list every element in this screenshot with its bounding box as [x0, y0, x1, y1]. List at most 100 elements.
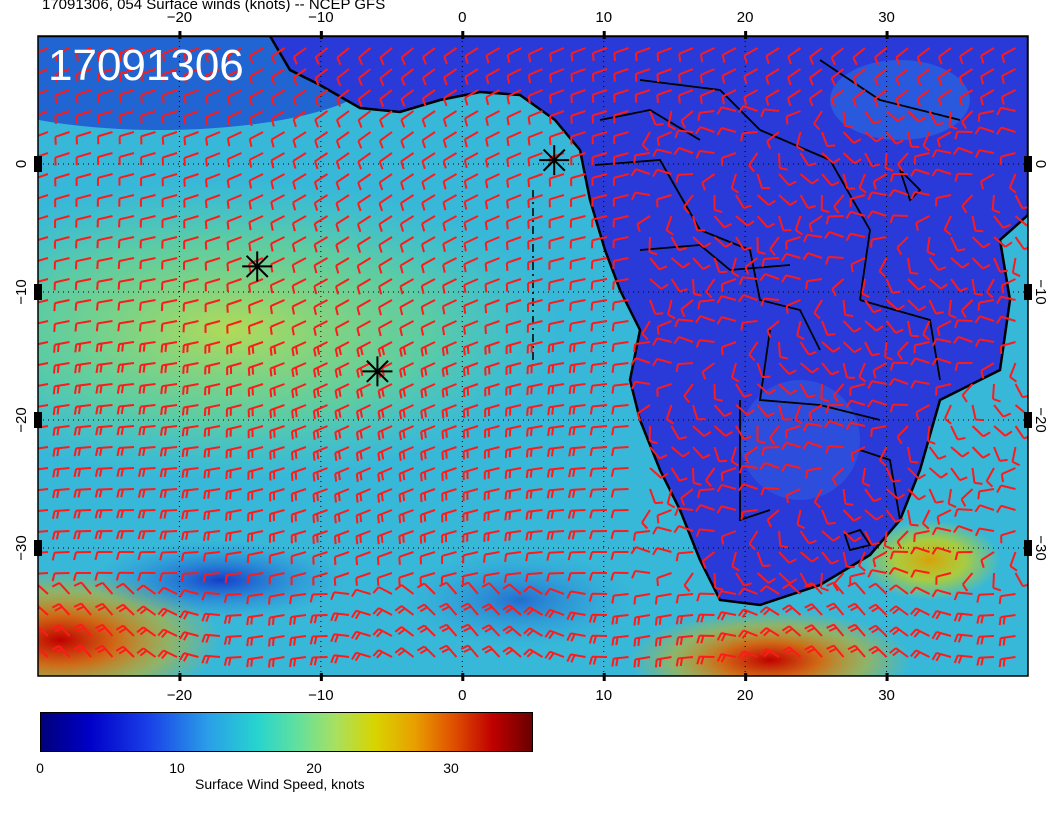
wind-barb	[203, 425, 221, 437]
wind-barb	[38, 278, 49, 283]
wind-barb	[977, 299, 995, 311]
wind-barb	[270, 236, 285, 252]
wind-barb	[713, 404, 733, 418]
wind-barb	[161, 110, 178, 124]
wind-barb	[136, 647, 157, 658]
wind-barb	[73, 644, 92, 658]
wind-barb	[96, 257, 113, 270]
wind-barb	[247, 488, 264, 501]
wind-barb	[527, 131, 543, 146]
wind-barb	[53, 320, 70, 332]
wind-barb	[652, 168, 672, 178]
wind-barb	[948, 110, 958, 130]
wind-barb	[201, 612, 221, 622]
wind-barb	[785, 299, 801, 314]
wind-barb	[202, 551, 221, 562]
wind-barb	[379, 47, 393, 66]
wind-barb	[351, 630, 371, 641]
wind-barb	[443, 47, 458, 65]
wind-barb	[461, 572, 479, 585]
wind-barb	[160, 404, 178, 416]
wind-barb	[611, 656, 629, 667]
wind-barb	[336, 47, 350, 66]
wind-barb	[821, 530, 841, 542]
wind-barb	[137, 488, 156, 498]
wind-barb	[799, 362, 820, 374]
wind-barb	[291, 257, 307, 273]
wind-barb	[675, 362, 694, 373]
wind-barb	[889, 605, 909, 616]
wind-barb	[821, 509, 836, 525]
wind-barb	[631, 380, 651, 390]
wind-barb	[463, 341, 479, 356]
wind-barb	[75, 215, 92, 228]
wind-barb	[613, 89, 629, 103]
wind-barb	[292, 89, 307, 107]
wind-barb	[756, 236, 766, 255]
wind-map[interactable]: −20 −20 −10 −10 0 0 10 10 20 20 30 30 0 0 −10 −10 −20 −20…	[0, 0, 1056, 700]
wind-barb	[971, 446, 991, 459]
wind-barb	[138, 404, 156, 415]
wind-barb	[420, 446, 436, 461]
wind-barb	[313, 194, 329, 211]
wind-barb	[547, 341, 565, 353]
wind-barb	[799, 194, 816, 209]
wind-barb	[759, 273, 780, 282]
wind-barb	[75, 152, 92, 166]
wind-barb	[460, 623, 479, 637]
wind-barb	[633, 635, 651, 647]
wind-barb	[656, 89, 672, 104]
wind-barb	[443, 89, 458, 107]
wind-barb	[463, 278, 479, 294]
wind-barb	[181, 509, 199, 520]
wind-barb	[588, 551, 608, 561]
wind-barb	[204, 341, 221, 354]
wind-barb	[377, 383, 393, 399]
wind-barb	[224, 530, 242, 542]
wind-barb	[420, 299, 436, 315]
wind-barb	[441, 530, 457, 544]
wind-barb	[183, 47, 199, 63]
wind-barb	[441, 320, 457, 336]
wind-barb	[826, 644, 845, 658]
wind-barb	[737, 650, 758, 660]
wind-barb	[441, 488, 457, 502]
wind-barb	[820, 383, 830, 403]
wind-barb	[183, 89, 199, 104]
wind-barb	[270, 68, 286, 86]
wind-barb	[961, 110, 974, 130]
wind-barb	[358, 47, 372, 66]
wind-barb	[971, 236, 991, 249]
wind-barb	[204, 362, 221, 375]
wind-barb	[377, 509, 393, 524]
wind-barb	[248, 152, 264, 168]
wind-barb	[336, 89, 350, 107]
wind-barb	[204, 194, 221, 209]
wind-barb	[439, 623, 458, 637]
wind-barb	[547, 362, 565, 374]
wind-barb	[692, 215, 706, 232]
wind-barb	[567, 509, 586, 519]
wind-barb	[766, 509, 780, 528]
wind-barb	[1000, 530, 1016, 544]
wind-barb	[610, 488, 629, 498]
wind-barb	[610, 467, 629, 477]
wind-barb	[270, 110, 286, 127]
wind-barb	[730, 446, 739, 467]
wind-barb	[420, 362, 436, 378]
wind-barb	[376, 551, 393, 566]
wind-barb	[38, 89, 49, 96]
wind-barb	[666, 488, 676, 509]
wind-barb	[292, 47, 307, 65]
wind-barb	[743, 47, 758, 64]
wind-barb	[138, 446, 156, 457]
wind-barb	[831, 467, 845, 486]
wind-barb	[878, 257, 888, 278]
wind-barb	[226, 341, 242, 355]
wind-barb	[778, 215, 792, 232]
wind-barb	[570, 68, 586, 83]
wind-barb	[312, 383, 328, 399]
wind-barb	[943, 215, 952, 236]
wind-barb	[546, 467, 565, 478]
wind-barb	[441, 425, 457, 440]
